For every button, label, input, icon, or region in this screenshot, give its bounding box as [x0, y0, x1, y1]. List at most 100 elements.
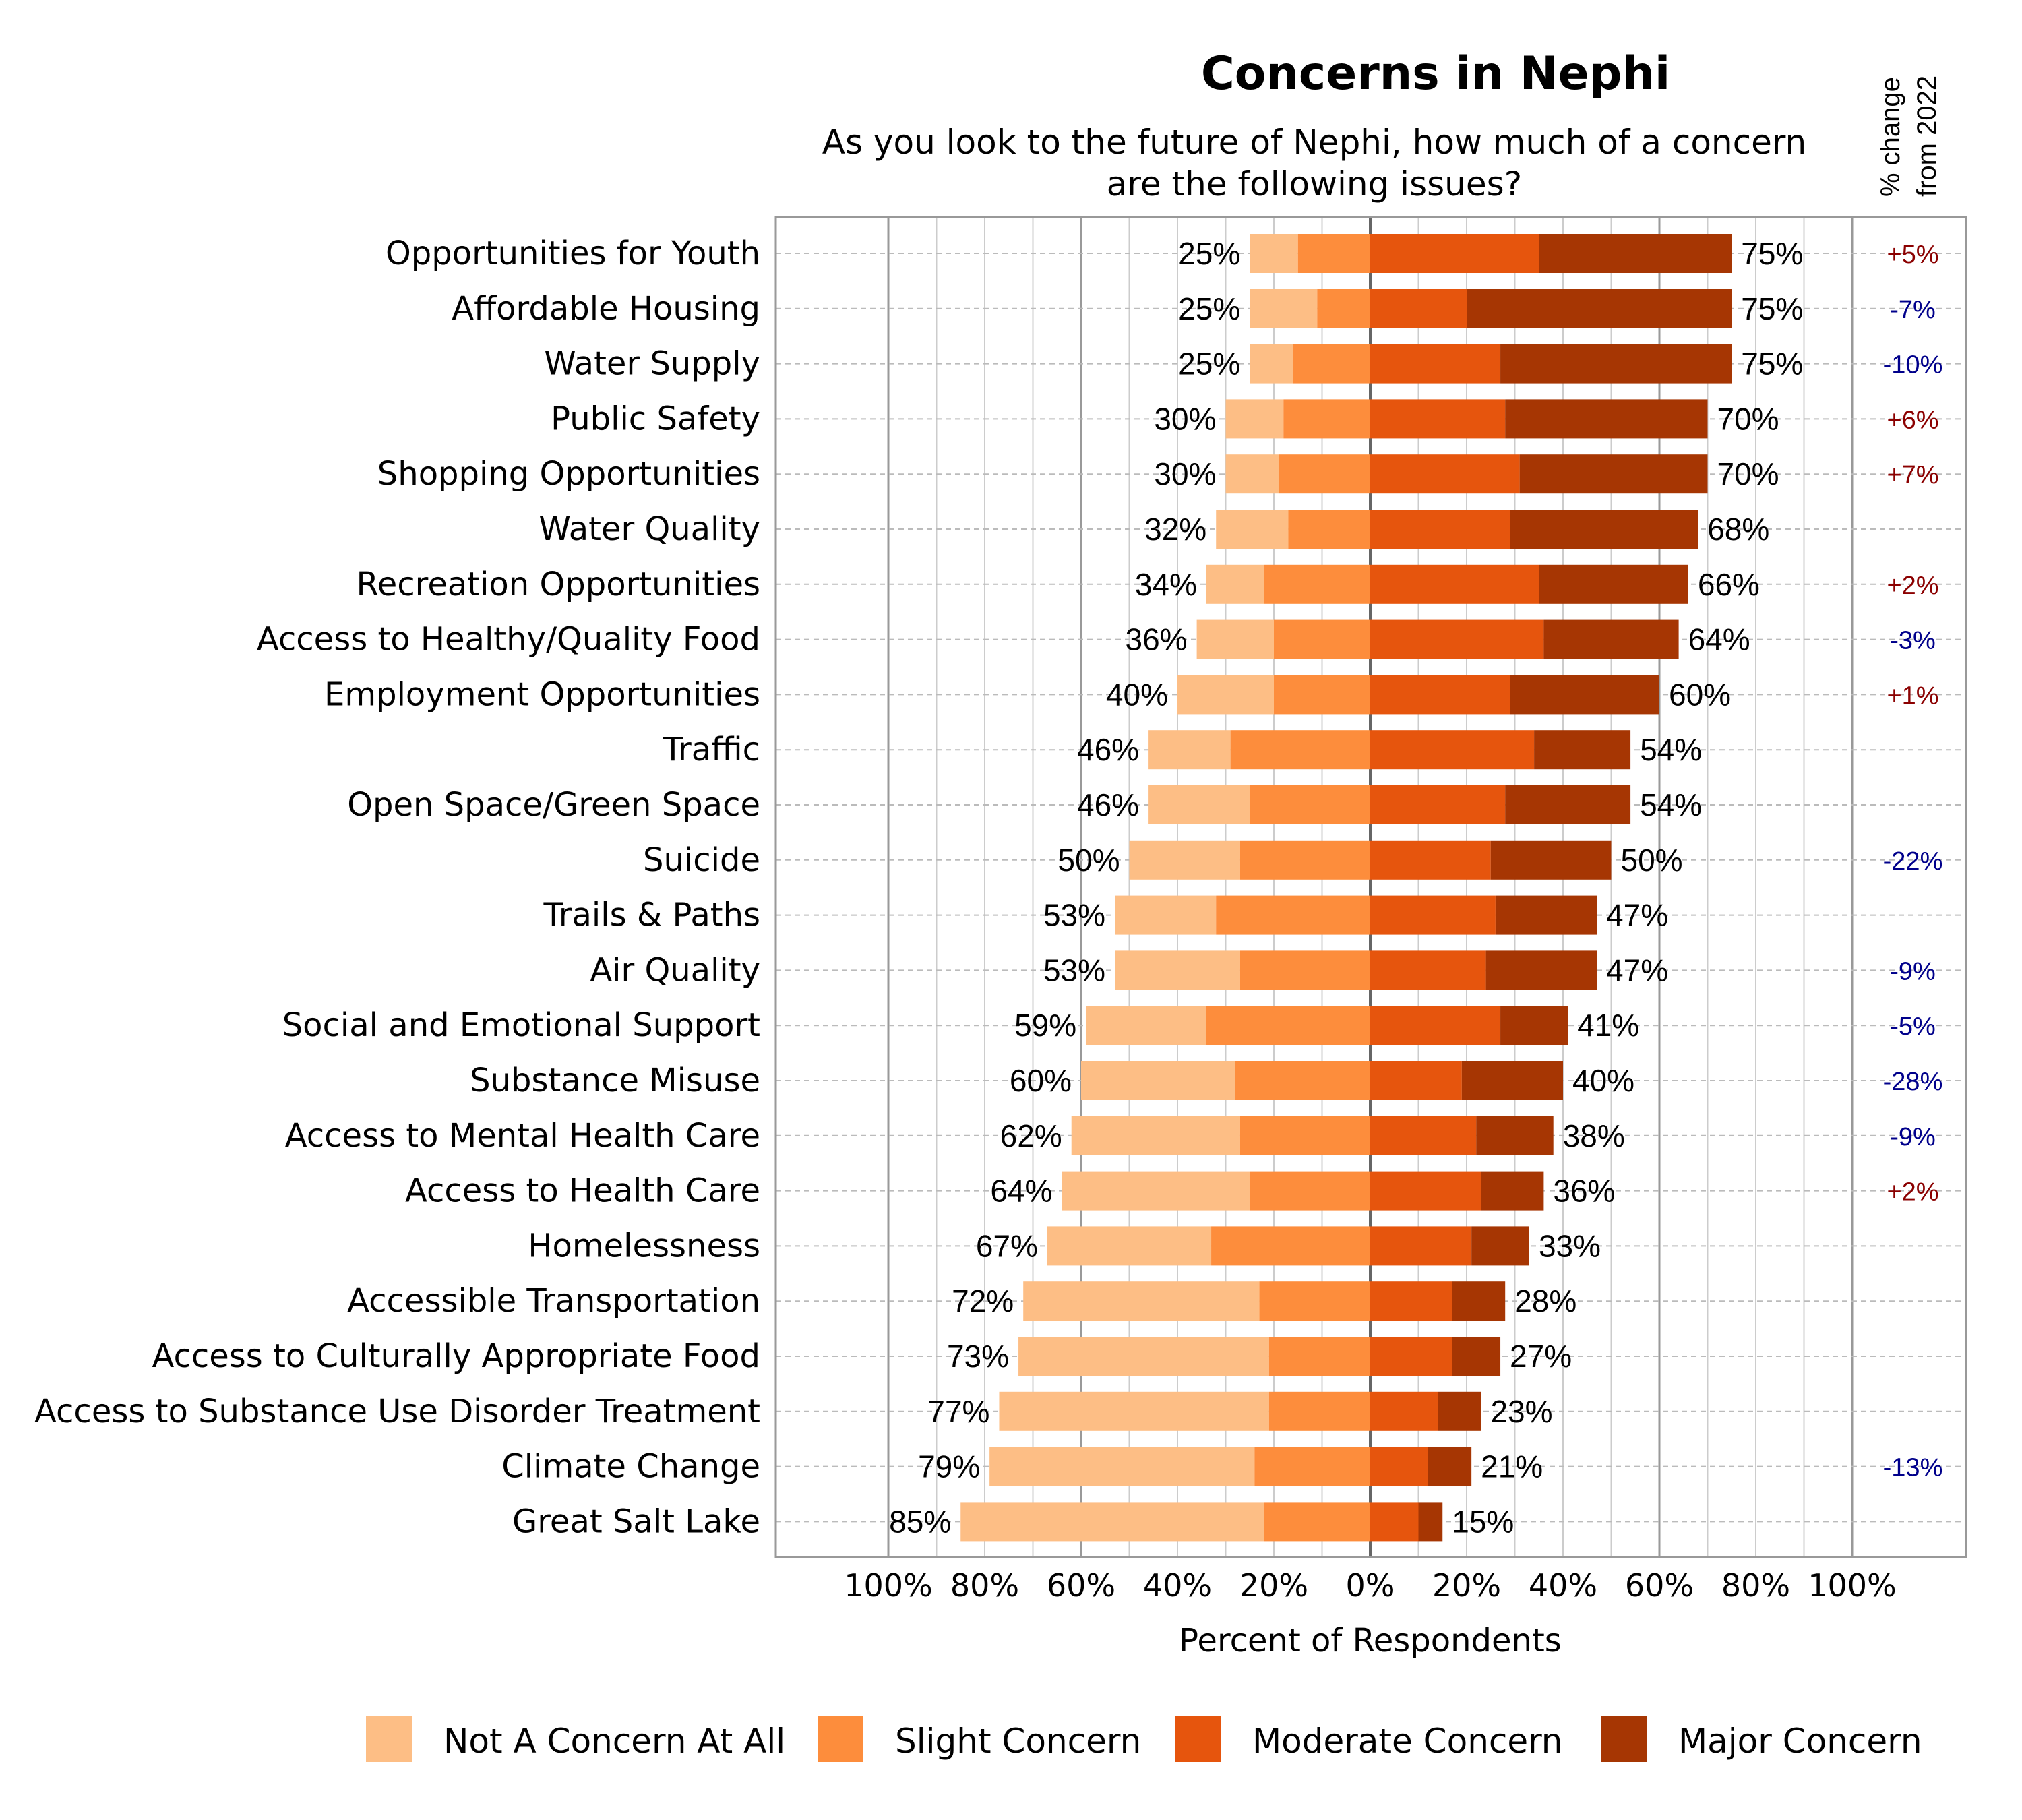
change-from-2022-label: -22% — [1883, 847, 1943, 876]
bar-not-a-concern — [1206, 564, 1264, 604]
right-total-label: 54% — [1640, 787, 1702, 822]
left-total-label: 73% — [947, 1339, 1009, 1374]
category-label: Homelessness — [528, 1227, 760, 1265]
category-label: Great Salt Lake — [512, 1503, 760, 1540]
category-label: Air Quality — [590, 951, 760, 989]
bar-not-a-concern — [1081, 1061, 1235, 1100]
bar-major-concern — [1461, 1061, 1563, 1100]
bar-moderate-concern — [1370, 1502, 1419, 1542]
bar-major-concern — [1471, 1226, 1529, 1266]
bar-slight-concern — [1239, 950, 1370, 990]
bar-slight-concern — [1230, 730, 1370, 770]
bar-not-a-concern — [1115, 950, 1240, 990]
x-tick-label: 60% — [1625, 1567, 1694, 1604]
category-label: Access to Healthy/Quality Food — [257, 621, 760, 659]
bar-major-concern — [1500, 344, 1732, 384]
bar-slight-concern — [1283, 399, 1370, 439]
bar-moderate-concern — [1370, 454, 1520, 494]
bar-slight-concern — [1264, 1502, 1370, 1542]
left-total-label: 85% — [889, 1504, 951, 1539]
category-label: Trails & Paths — [543, 897, 761, 934]
bar-not-a-concern — [1250, 234, 1298, 273]
bar-moderate-concern — [1370, 1061, 1462, 1100]
category-label: Opportunities for Youth — [386, 235, 760, 272]
bar-moderate-concern — [1370, 1447, 1428, 1486]
bar-moderate-concern — [1370, 895, 1496, 935]
bar-not-a-concern — [1071, 1116, 1240, 1155]
chart-title: Concerns in Nephi — [1201, 47, 1670, 100]
bar-slight-concern — [1235, 1061, 1370, 1100]
category-label: Employment Opportunities — [324, 675, 760, 713]
legend-label: Slight Concern — [895, 1722, 1141, 1761]
right-total-label: 70% — [1717, 401, 1779, 436]
left-total-label: 25% — [1178, 291, 1240, 326]
bar-major-concern — [1481, 1171, 1544, 1211]
bar-slight-concern — [1268, 1337, 1370, 1376]
right-total-label: 75% — [1741, 291, 1803, 326]
right-total-label: 47% — [1606, 898, 1668, 933]
x-tick-label: 80% — [950, 1567, 1019, 1604]
right-total-label: 21% — [1481, 1449, 1543, 1484]
bar-slight-concern — [1211, 1226, 1370, 1266]
bar-moderate-concern — [1370, 840, 1491, 880]
bar-moderate-concern — [1370, 950, 1486, 990]
change-from-2022-label: +2% — [1887, 572, 1938, 600]
change-from-2022-label: -9% — [1890, 1123, 1936, 1151]
bar-slight-concern — [1293, 344, 1370, 384]
left-total-label: 64% — [990, 1174, 1052, 1209]
x-tick-label: 100% — [844, 1567, 933, 1604]
bar-not-a-concern — [999, 1391, 1269, 1431]
bar-major-concern — [1467, 289, 1732, 328]
right-total-label: 75% — [1741, 346, 1803, 382]
bar-slight-concern — [1297, 234, 1370, 273]
bar-major-concern — [1539, 234, 1732, 273]
bar-slight-concern — [1250, 785, 1370, 824]
bar-slight-concern — [1254, 1447, 1370, 1486]
bar-major-concern — [1452, 1281, 1506, 1321]
x-axis-label: Percent of Respondents — [1179, 1622, 1562, 1660]
category-label: Open Space/Green Space — [347, 786, 760, 824]
bar-major-concern — [1495, 895, 1597, 935]
bar-major-concern — [1490, 840, 1612, 880]
category-label: Climate Change — [501, 1448, 760, 1486]
left-total-label: 32% — [1144, 512, 1206, 547]
category-label: Substance Misuse — [470, 1062, 760, 1099]
bar-not-a-concern — [1062, 1171, 1250, 1211]
right-total-label: 40% — [1572, 1063, 1634, 1098]
category-label: Recreation Opportunities — [357, 566, 760, 603]
right-total-label: 27% — [1510, 1339, 1572, 1374]
left-total-label: 53% — [1043, 952, 1105, 988]
x-tick-label: 20% — [1239, 1567, 1308, 1604]
category-label: Affordable Housing — [452, 290, 760, 328]
left-total-label: 34% — [1135, 567, 1197, 602]
right-total-label: 28% — [1514, 1283, 1576, 1318]
right-total-label: 60% — [1669, 677, 1731, 712]
right-total-label: 70% — [1717, 456, 1779, 491]
change-from-2022-label: -5% — [1890, 1012, 1936, 1041]
bar-slight-concern — [1264, 564, 1370, 604]
category-label: Suicide — [643, 841, 760, 879]
x-tick-label: 100% — [1808, 1567, 1897, 1604]
bar-slight-concern — [1274, 675, 1370, 715]
left-total-label: 53% — [1043, 898, 1105, 933]
category-label: Shopping Opportunities — [377, 455, 760, 493]
left-total-label: 50% — [1058, 843, 1120, 878]
x-axis-ticks: 100% 80% 60% 40% 20% 0% 20% 40% 60% 80% 100% — [844, 1567, 1897, 1604]
bar-major-concern — [1485, 950, 1597, 990]
right-total-label: 36% — [1553, 1174, 1615, 1209]
bar-moderate-concern — [1370, 1337, 1452, 1376]
bar-not-a-concern — [1129, 840, 1240, 880]
category-label: Water Quality — [539, 510, 760, 548]
bar-not-a-concern — [1115, 895, 1217, 935]
right-total-label: 50% — [1621, 843, 1683, 878]
x-tick-label: 20% — [1432, 1567, 1501, 1604]
left-total-label: 46% — [1077, 787, 1139, 822]
change-from-2022-label: -13% — [1883, 1454, 1943, 1482]
bar-major-concern — [1452, 1337, 1501, 1376]
bar-slight-concern — [1250, 1171, 1370, 1211]
right-total-label: 68% — [1707, 512, 1769, 547]
category-label: Public Safety — [551, 400, 760, 437]
bar-slight-concern — [1274, 619, 1370, 659]
category-label: Water Supply — [544, 345, 760, 383]
left-total-label: 25% — [1178, 236, 1240, 271]
